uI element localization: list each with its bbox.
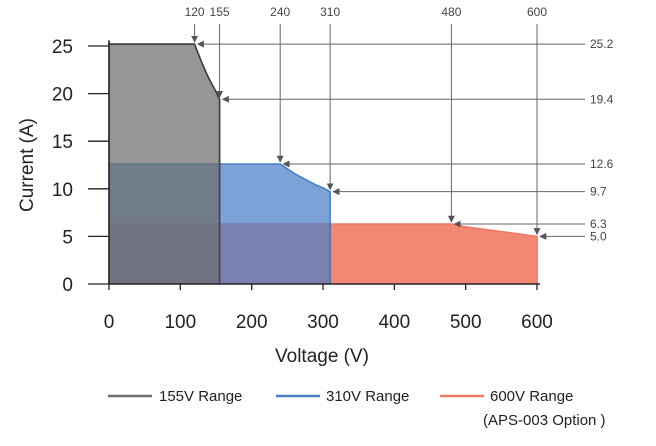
x-tick-label-500: 500	[450, 312, 482, 333]
right-callout-25.2: 25.2	[590, 37, 614, 51]
legend-sublabel-600v: (APS-003 Option )	[483, 412, 606, 429]
top-callout-480: 480	[441, 5, 461, 19]
outline-310v-range	[108, 163, 331, 284]
legend-label-155v: 155V Range	[159, 388, 242, 405]
legend-item-600v: 600V Range (APS-003 Option )	[440, 388, 606, 429]
area-layer	[108, 43, 538, 284]
legend: 155V Range 310V Range 600V Range (APS-00…	[108, 388, 606, 429]
top-callout-600: 600	[527, 5, 547, 19]
top-callout-120: 120	[185, 5, 205, 19]
top-callout-240: 240	[270, 5, 290, 19]
right-callout-12.6: 12.6	[590, 157, 614, 171]
x-tick-label-200: 200	[236, 312, 268, 333]
y-tick-label-0: 0	[62, 275, 73, 296]
right-callout-5.0: 5.0	[590, 229, 607, 243]
right-callout-19.4: 19.4	[590, 92, 614, 106]
guide-layer	[191, 24, 585, 240]
legend-item-310v: 310V Range	[276, 388, 409, 405]
y-tick-label-20: 20	[52, 85, 73, 106]
y-tick-label-15: 15	[52, 132, 73, 153]
right-callout-6.3: 6.3	[590, 217, 607, 231]
area-155v-range	[109, 44, 220, 284]
top-callout-310: 310	[320, 5, 340, 19]
legend-item-155v: 155V Range	[108, 388, 242, 405]
x-tick-label-100: 100	[164, 312, 196, 333]
right-callout-9.7: 9.7	[590, 185, 607, 199]
y-tick-label-5: 5	[62, 227, 73, 248]
x-tick-label-400: 400	[378, 312, 410, 333]
y-tick-label-10: 10	[52, 180, 73, 201]
x-axis-label: Voltage (V)	[275, 346, 369, 367]
legend-label-600v: 600V Range	[490, 388, 573, 405]
x-tick-label-600: 600	[521, 312, 553, 333]
y-axis-label: Current (A)	[17, 118, 38, 212]
legend-label-310v: 310V Range	[326, 388, 409, 405]
y-tick-label-25: 25	[52, 37, 73, 58]
x-tick-label-0: 0	[104, 312, 115, 333]
tick-layer: 0 100 200 300 400 500 600 0 5 10 15 20 25	[52, 37, 553, 333]
x-tick-label-300: 300	[307, 312, 339, 333]
callout-layer: 120 155 240 310 480 600 25.2 19.4 12.6 9.7 6.35.0	[185, 5, 614, 243]
top-callout-155: 155	[210, 5, 230, 19]
